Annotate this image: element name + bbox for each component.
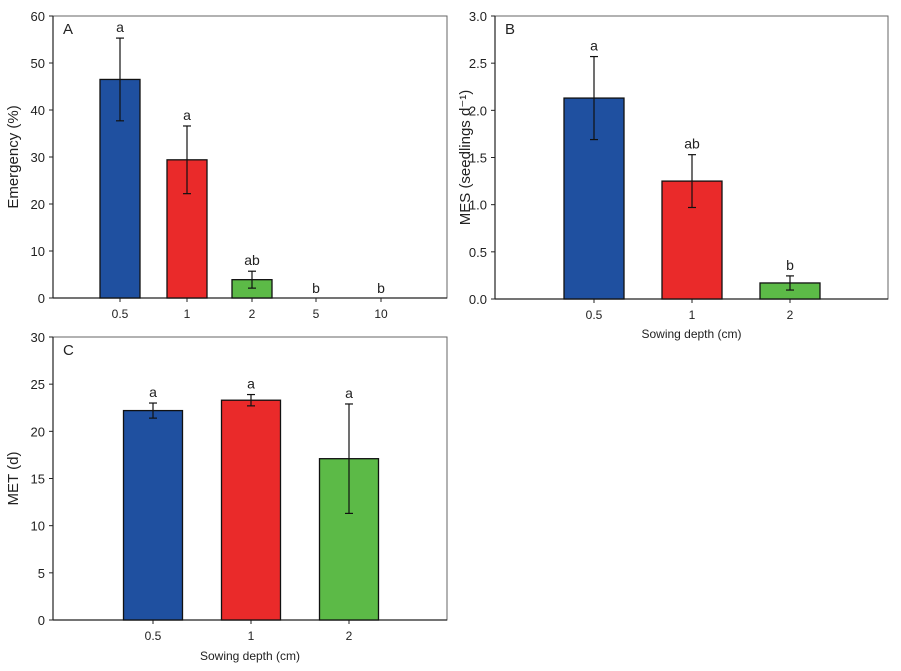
y-tick-label: 10 [31, 244, 45, 259]
x-tick-label: 2 [787, 308, 794, 322]
x-tick-label: 0.5 [586, 308, 603, 322]
y-tick-label: 20 [31, 424, 45, 439]
significance-letter: a [149, 384, 157, 400]
bar-1 [220, 399, 282, 621]
y-tick-label: 5 [38, 566, 45, 581]
significance-letter: b [377, 280, 385, 296]
x-tick-label: 5 [313, 307, 320, 321]
y-tick-label: 0 [38, 613, 45, 628]
y-tick-label: 10 [31, 519, 45, 534]
y-tick-label: 0 [38, 291, 45, 306]
y-tick-label: 1.5 [469, 151, 487, 166]
panel-label: C [63, 342, 74, 359]
x-tick-label: 0.5 [112, 307, 129, 321]
x-tick-label: 2 [249, 307, 256, 321]
y-tick-label: 25 [31, 377, 45, 392]
y-axis-label: MET (d) [5, 452, 22, 506]
panel-label: B [505, 21, 515, 38]
bar-0.5 [122, 409, 184, 621]
x-tick-label: 2 [346, 629, 353, 643]
x-tick-label: 1 [689, 308, 696, 322]
significance-letter: b [786, 257, 794, 273]
x-tick-label: 1 [184, 307, 191, 321]
panel-label: A [63, 21, 73, 38]
significance-letter: a [247, 376, 255, 392]
x-tick-label: 1 [248, 629, 255, 643]
significance-letter: a [590, 38, 598, 54]
significance-letter: a [345, 385, 353, 401]
significance-letter: b [312, 280, 320, 296]
y-axis-label: MES (seedlings d⁻¹) [457, 90, 474, 225]
y-tick-label: 1.0 [469, 198, 487, 213]
y-tick-label: 15 [31, 472, 45, 487]
x-tick-label: 0.5 [145, 629, 162, 643]
panel-b: 0.0 0.5 1.0 1.5 2.0 2.5 3.0 B MES (seedlings d⁻¹… [457, 9, 889, 341]
y-tick-label: 2.5 [469, 56, 487, 71]
y-tick-label: 0.0 [469, 292, 487, 307]
y-tick-label: 30 [31, 150, 45, 165]
y-tick-label: 20 [31, 197, 45, 212]
panel-c: 0 5 10 15 20 25 30 C MET (d) Sowing depth (cm) 0.5… [5, 330, 448, 663]
panel-a: 0 10 20 30 40 50 60 A Emergency (%) 0.5 a 1 a 2 ab 5 b 10… [5, 9, 448, 321]
significance-letter: ab [244, 252, 260, 268]
y-tick-label: 50 [31, 56, 45, 71]
y-tick-label: 0.5 [469, 245, 487, 260]
y-tick-label: 2.0 [469, 103, 487, 118]
significance-letter: ab [684, 136, 700, 152]
significance-letter: a [116, 19, 124, 35]
x-tick-label: 10 [374, 307, 388, 321]
significance-letter: a [183, 107, 191, 123]
y-tick-label: 60 [31, 9, 45, 24]
y-tick-label: 3.0 [469, 9, 487, 24]
y-tick-label: 40 [31, 103, 45, 118]
y-tick-label: 30 [31, 330, 45, 345]
x-axis-label: Sowing depth (cm) [200, 649, 300, 663]
y-axis-label: Emergency (%) [5, 105, 22, 208]
x-axis-label: Sowing depth (cm) [641, 327, 741, 341]
